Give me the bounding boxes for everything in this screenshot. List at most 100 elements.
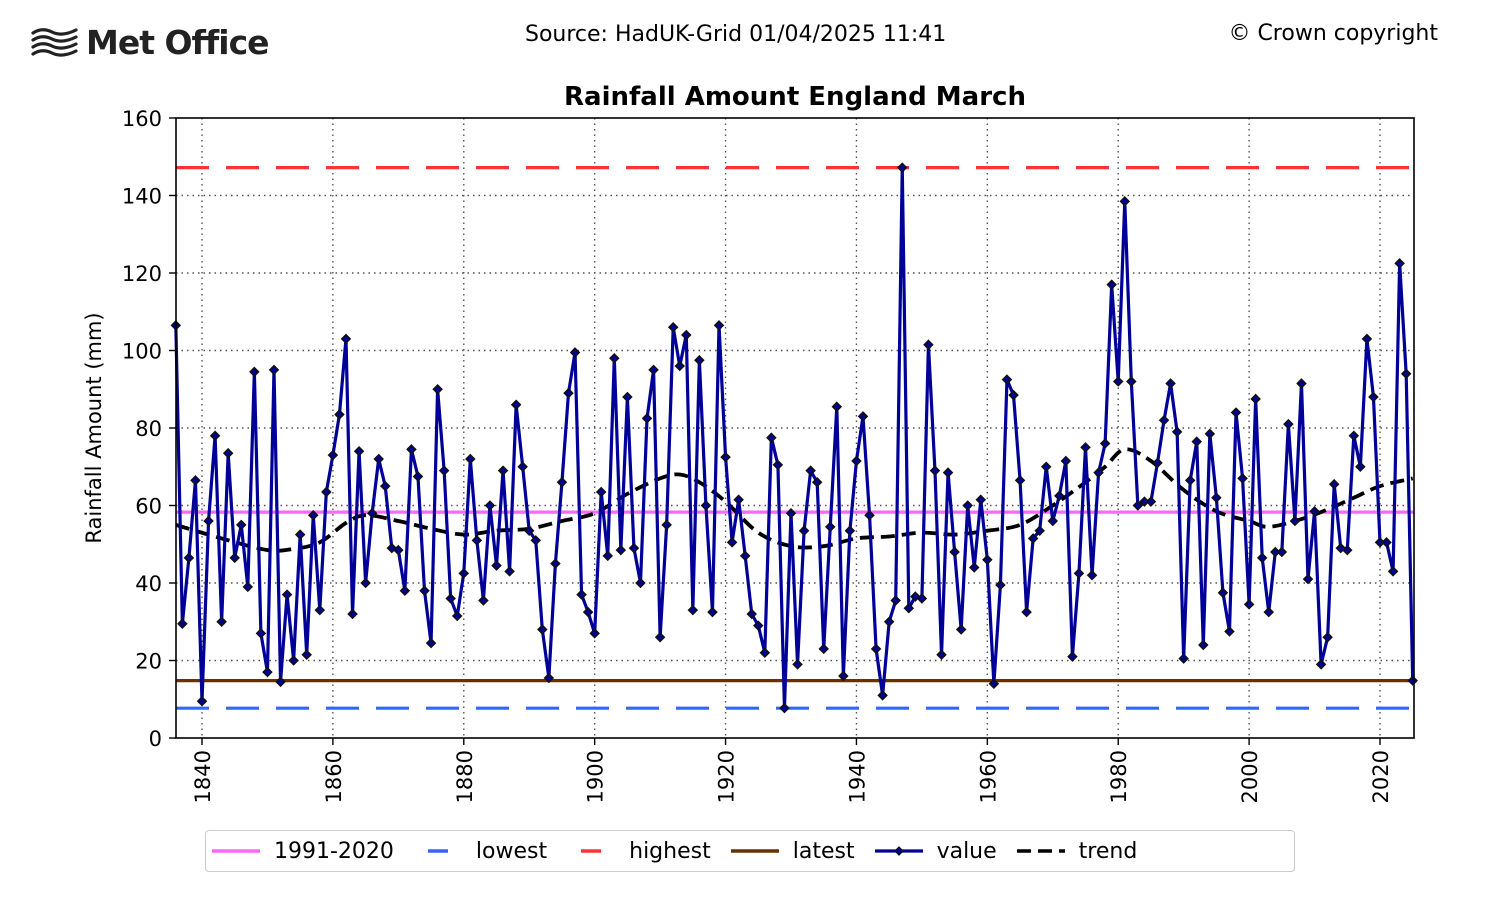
- value-point: [779, 702, 790, 714]
- value-point: [1387, 566, 1399, 577]
- value-point: [772, 459, 784, 471]
- y-tick-label: 120: [122, 262, 162, 286]
- value-point: [995, 579, 1006, 591]
- value-point: [366, 507, 378, 519]
- value-point: [399, 585, 411, 597]
- value-point: [857, 411, 869, 422]
- value-point: [1099, 438, 1111, 449]
- value-point: [1158, 414, 1170, 426]
- value-point: [190, 475, 201, 486]
- value-point: [1204, 428, 1216, 440]
- value-point: [1237, 473, 1248, 484]
- x-tick-label: 1960: [976, 750, 1000, 803]
- value-point: [877, 690, 888, 701]
- value-point: [1073, 568, 1085, 579]
- copyright-text: © Crown copyright: [1228, 21, 1438, 46]
- value-point: [739, 550, 751, 562]
- value-point: [641, 413, 653, 424]
- logo-text: Met Office: [86, 22, 270, 62]
- legend-item-lowest: lowest: [408, 839, 561, 864]
- legend-label: lowest: [475, 838, 548, 864]
- value-point: [864, 509, 875, 521]
- value-point: [209, 430, 221, 442]
- value-point: [1315, 659, 1327, 670]
- value-point: [517, 461, 528, 473]
- value-point: [484, 500, 496, 511]
- value-point: [523, 525, 535, 536]
- value-point: [563, 387, 574, 399]
- value-point: [458, 568, 470, 579]
- value-point: [1047, 515, 1059, 527]
- value-point: [321, 486, 332, 498]
- value-point: [700, 500, 712, 511]
- value-point: [281, 589, 293, 600]
- value-point: [1119, 196, 1131, 207]
- y-tick-label: 40: [135, 572, 162, 596]
- value-point: [1283, 418, 1294, 430]
- value-point: [628, 542, 640, 554]
- value-point: [236, 519, 247, 531]
- y-tick-label: 160: [122, 107, 162, 131]
- value-point: [1394, 258, 1405, 269]
- value-point: [785, 507, 797, 519]
- value-point: [955, 624, 967, 635]
- value-point: [851, 455, 862, 467]
- value-point: [1132, 500, 1144, 511]
- value-point: [759, 647, 771, 659]
- value-point: [936, 649, 947, 660]
- value-point: [1322, 631, 1333, 643]
- value-point: [1368, 391, 1379, 403]
- chart-title: Rainfall Amount England March: [564, 82, 1026, 112]
- value-point: [222, 447, 234, 459]
- value-point: [347, 608, 358, 620]
- value-point: [942, 467, 954, 478]
- value-point: [988, 678, 1000, 690]
- value-point: [1224, 626, 1235, 637]
- legend-swatch: [730, 849, 779, 853]
- value-point: [949, 546, 960, 558]
- value-point: [491, 560, 502, 571]
- value-point: [1407, 675, 1418, 686]
- value-point: [379, 480, 391, 492]
- source-text: Source: HadUK-Grid 01/04/2025 11:41: [525, 22, 947, 47]
- value-point: [1256, 552, 1268, 564]
- value-point: [609, 352, 620, 364]
- y-tick-label: 80: [135, 417, 162, 441]
- value-point: [294, 529, 306, 540]
- value-point: [962, 500, 973, 511]
- value-point: [1027, 533, 1039, 544]
- legend-item-value: value: [869, 839, 1011, 864]
- value-point: [445, 593, 456, 604]
- value-point: [968, 562, 980, 573]
- value-point: [667, 321, 679, 333]
- value-point: [1355, 461, 1366, 473]
- value-point: [373, 453, 384, 465]
- value-point: [1348, 430, 1360, 442]
- legend-item-highest: highest: [561, 839, 725, 864]
- value-point: [510, 399, 522, 411]
- value-point: [177, 618, 188, 629]
- value-point: [1152, 457, 1163, 469]
- value-point: [753, 620, 764, 631]
- y-tick-label: 140: [122, 185, 162, 209]
- value-point: [890, 595, 901, 606]
- value-point: [1034, 525, 1045, 536]
- value-point: [465, 453, 476, 465]
- value-point: [929, 465, 941, 476]
- legend-label: value: [936, 838, 997, 864]
- value-point: [1250, 393, 1261, 405]
- value-point: [1335, 542, 1346, 554]
- value-point: [923, 339, 934, 350]
- value-point: [1217, 587, 1229, 598]
- value-point: [811, 476, 823, 488]
- value-point: [471, 535, 483, 546]
- value-point: [1008, 389, 1019, 401]
- value-point: [595, 486, 607, 498]
- value-point: [1342, 544, 1353, 556]
- legend-swatch: [427, 849, 462, 853]
- value-point: [412, 471, 424, 482]
- value-point: [1178, 653, 1189, 664]
- value-point: [589, 628, 600, 639]
- value-point: [1054, 490, 1065, 502]
- legend-label: latest: [792, 838, 855, 864]
